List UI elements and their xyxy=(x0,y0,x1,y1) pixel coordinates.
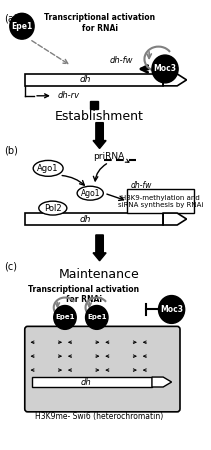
Circle shape xyxy=(158,296,185,324)
Text: H3K9-methylation and
siRNA synthesis by RNAi: H3K9-methylation and siRNA synthesis by … xyxy=(118,195,203,207)
FancyArrow shape xyxy=(93,123,106,148)
Text: H3K9me- Swi6 (heterochromatin): H3K9me- Swi6 (heterochromatin) xyxy=(35,412,164,421)
FancyBboxPatch shape xyxy=(25,326,180,412)
FancyArrow shape xyxy=(163,213,187,225)
Text: priRNA: priRNA xyxy=(93,153,124,162)
FancyBboxPatch shape xyxy=(25,74,163,86)
Text: dh-rv: dh-rv xyxy=(57,91,80,100)
Circle shape xyxy=(85,306,108,329)
Text: dh-fw: dh-fw xyxy=(130,181,152,190)
FancyArrow shape xyxy=(152,377,172,387)
FancyArrow shape xyxy=(93,235,106,261)
Text: dh: dh xyxy=(80,76,91,85)
Text: (b): (b) xyxy=(4,145,18,156)
Text: (c): (c) xyxy=(4,262,17,272)
Text: Epe1: Epe1 xyxy=(87,315,107,320)
Ellipse shape xyxy=(77,186,103,200)
Text: dh-fw: dh-fw xyxy=(109,56,133,65)
Text: Moc3: Moc3 xyxy=(160,305,183,314)
Text: Transcriptional activation
for RNAi: Transcriptional activation for RNAi xyxy=(28,285,139,304)
Ellipse shape xyxy=(33,160,63,176)
Circle shape xyxy=(54,306,76,329)
Text: Establishment: Establishment xyxy=(55,110,144,123)
Circle shape xyxy=(152,55,178,83)
Text: Ago1: Ago1 xyxy=(37,164,59,173)
Text: dh: dh xyxy=(80,215,91,224)
Text: (a): (a) xyxy=(4,14,18,23)
Text: Epe1: Epe1 xyxy=(55,315,75,320)
FancyBboxPatch shape xyxy=(25,213,163,225)
FancyBboxPatch shape xyxy=(127,189,194,213)
Text: Pol2: Pol2 xyxy=(44,203,62,212)
Text: Maintenance: Maintenance xyxy=(59,268,140,281)
Text: Epe1: Epe1 xyxy=(11,22,32,31)
Ellipse shape xyxy=(39,201,67,215)
Text: dh: dh xyxy=(80,378,91,387)
FancyBboxPatch shape xyxy=(32,377,152,387)
Text: Moc3: Moc3 xyxy=(154,64,177,73)
Text: Ago1: Ago1 xyxy=(80,189,100,198)
Text: Transcriptional activation
for RNAi: Transcriptional activation for RNAi xyxy=(44,14,155,33)
FancyArrow shape xyxy=(163,74,187,86)
Circle shape xyxy=(10,14,34,39)
Bar xyxy=(90,101,98,109)
